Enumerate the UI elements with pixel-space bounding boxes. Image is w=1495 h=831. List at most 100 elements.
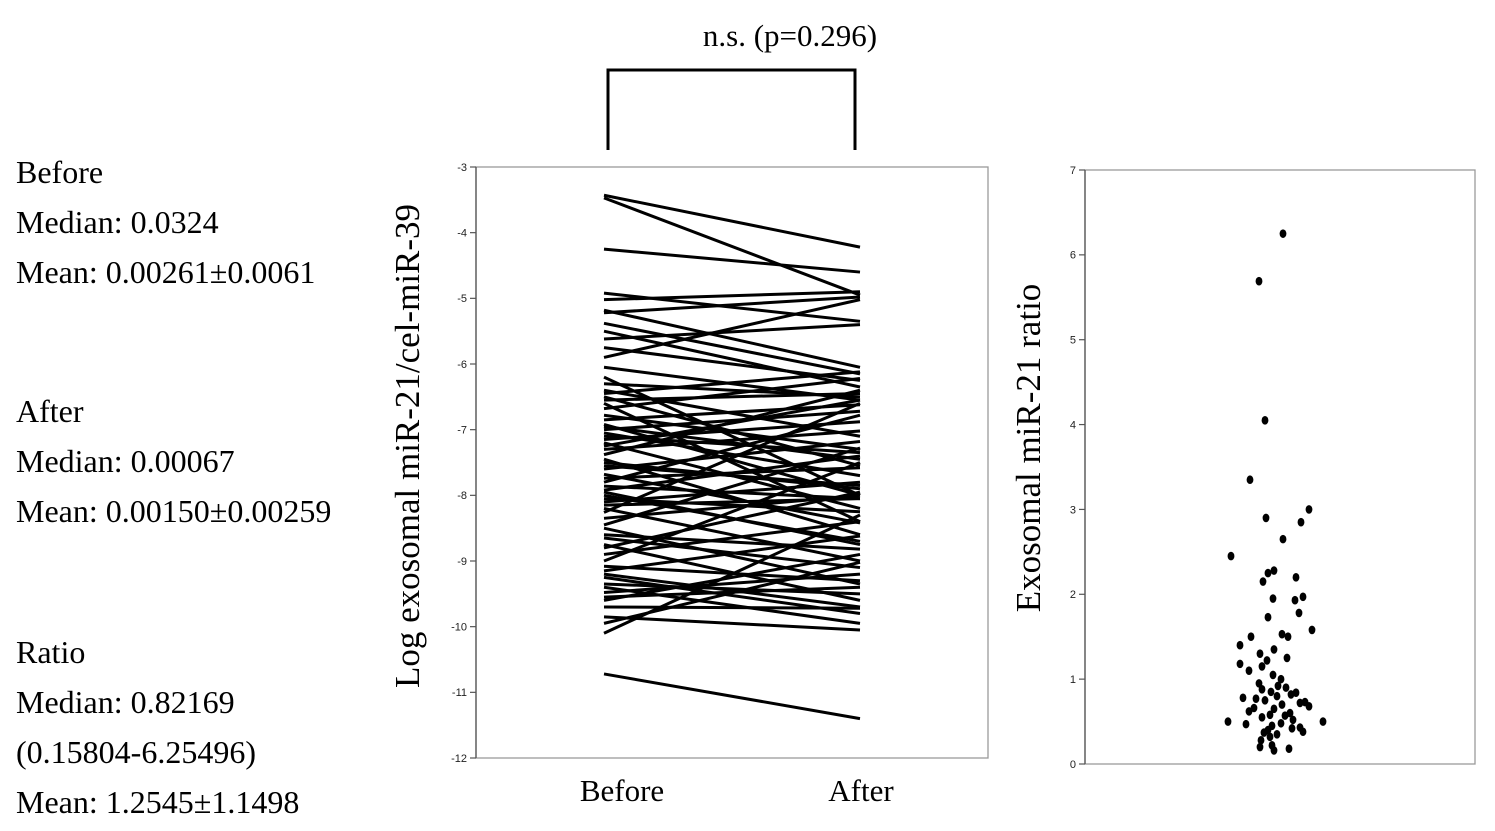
data-point [1263, 656, 1271, 665]
pair-line [603, 513, 861, 635]
data-point [1283, 653, 1291, 663]
pair-line [603, 472, 861, 525]
y-tick-label: 0 [1070, 759, 1076, 771]
data-point [1277, 674, 1285, 684]
data-point [1245, 707, 1253, 716]
data-point [1266, 710, 1274, 720]
y-tick-label: -6 [457, 359, 467, 371]
data-point [1262, 513, 1270, 523]
y-axis-ticks: 0 1 2 3 4 5 6 7 [1070, 165, 1085, 771]
data-point [1270, 704, 1278, 714]
y-tick-label: 4 [1070, 419, 1076, 431]
pair-line [603, 534, 861, 573]
data-point [1274, 681, 1282, 691]
data-point [1296, 698, 1304, 708]
y-axis-label: Exosomal miR-21 ratio [1010, 284, 1048, 613]
data-point [1277, 718, 1285, 728]
data-point [1258, 662, 1266, 671]
pair-line [603, 552, 861, 602]
stats-ratio-mean: Mean: 1.2545±1.1498 [16, 784, 300, 820]
y-tick-label: -7 [457, 425, 467, 437]
plot-frame [1084, 169, 1476, 765]
pair-line [603, 464, 861, 487]
pair-line [603, 672, 861, 721]
pair-line [603, 290, 861, 302]
data-point [1247, 632, 1255, 642]
data-point [1292, 573, 1300, 582]
stats-before-heading: Before [16, 154, 104, 190]
y-tick-label: -9 [457, 556, 467, 568]
y-tick-label: 3 [1070, 504, 1076, 516]
pair-line [603, 329, 861, 389]
data-point [1299, 592, 1307, 602]
y-tick-label: -4 [457, 228, 467, 240]
pair-line [603, 196, 861, 297]
data-point [1295, 608, 1303, 618]
data-point [1270, 566, 1278, 575]
data-point [1297, 517, 1305, 527]
data-point [1259, 577, 1267, 586]
y-tick-label: 1 [1070, 674, 1076, 686]
y-tick-label: 7 [1070, 165, 1076, 177]
stats-after-mean: Mean: 0.00150±0.00259 [16, 493, 332, 529]
data-point [1278, 700, 1286, 709]
x-category-label-after: After [828, 773, 894, 808]
y-tick-label: 2 [1070, 589, 1076, 601]
data-point [1224, 717, 1232, 726]
data-point [1236, 659, 1244, 669]
pair-line [603, 520, 861, 556]
pair-line [603, 424, 861, 461]
data-point [1256, 742, 1264, 752]
stats-after: After Median: 0.00067 Mean: 0.00150±0.00… [16, 386, 331, 536]
pair-line [603, 420, 861, 442]
data-point [1270, 746, 1278, 755]
pair-line [603, 461, 861, 563]
paired-line-chart: n.s. (p=0.296) -3 -4 -5 -6 -7 -8 -9 -10 -11 -12 L… [388, 18, 989, 808]
data-point [1250, 703, 1258, 713]
y-tick-label: 5 [1070, 335, 1076, 347]
pair-line [603, 413, 861, 451]
y-tick-label: -10 [451, 622, 467, 634]
data-point [1264, 568, 1272, 578]
data-point [1278, 629, 1286, 639]
data-point [1246, 475, 1254, 485]
pair-line [603, 446, 861, 527]
stats-before-mean: Mean: 0.00261±0.0061 [16, 254, 316, 290]
data-point [1305, 701, 1313, 711]
pair-line [603, 582, 861, 596]
pair-line [603, 439, 861, 471]
stats-ratio: Ratio Median: 0.82169 (0.15804-6.25496) … [16, 627, 299, 827]
pair-line [603, 572, 861, 609]
data-point [1255, 276, 1263, 286]
pair-line [603, 429, 861, 451]
data-point [1242, 719, 1250, 729]
data-point [1245, 666, 1253, 675]
y-axis-label: Log exosomal miR-21/cel-miR-39 [388, 204, 427, 688]
data-point [1267, 687, 1275, 697]
data-point [1239, 693, 1247, 703]
pair-line [603, 247, 861, 274]
x-category-label-before: Before [580, 773, 664, 808]
data-point [1305, 505, 1313, 514]
pair-line [603, 493, 861, 520]
stats-after-heading: After [16, 393, 84, 429]
stats-before: Before Median: 0.0324 Mean: 0.00261±0.00… [16, 147, 315, 297]
data-point [1284, 632, 1292, 642]
pair-lines [603, 193, 861, 721]
pair-line [603, 480, 861, 504]
y-tick-label: -12 [451, 753, 467, 765]
y-tick-label: -5 [457, 293, 467, 305]
data-point [1288, 724, 1296, 733]
data-point [1319, 717, 1327, 726]
data-points [1224, 229, 1327, 755]
y-tick-label: -11 [452, 687, 467, 699]
data-point [1256, 649, 1264, 658]
pair-line [603, 605, 861, 610]
pair-line [603, 506, 861, 563]
data-point [1289, 715, 1297, 725]
y-tick-label: 6 [1070, 250, 1076, 262]
pair-line [603, 323, 861, 341]
pair-line [603, 193, 861, 249]
data-point [1273, 730, 1281, 739]
stats-before-median: Median: 0.0324 [16, 204, 219, 240]
